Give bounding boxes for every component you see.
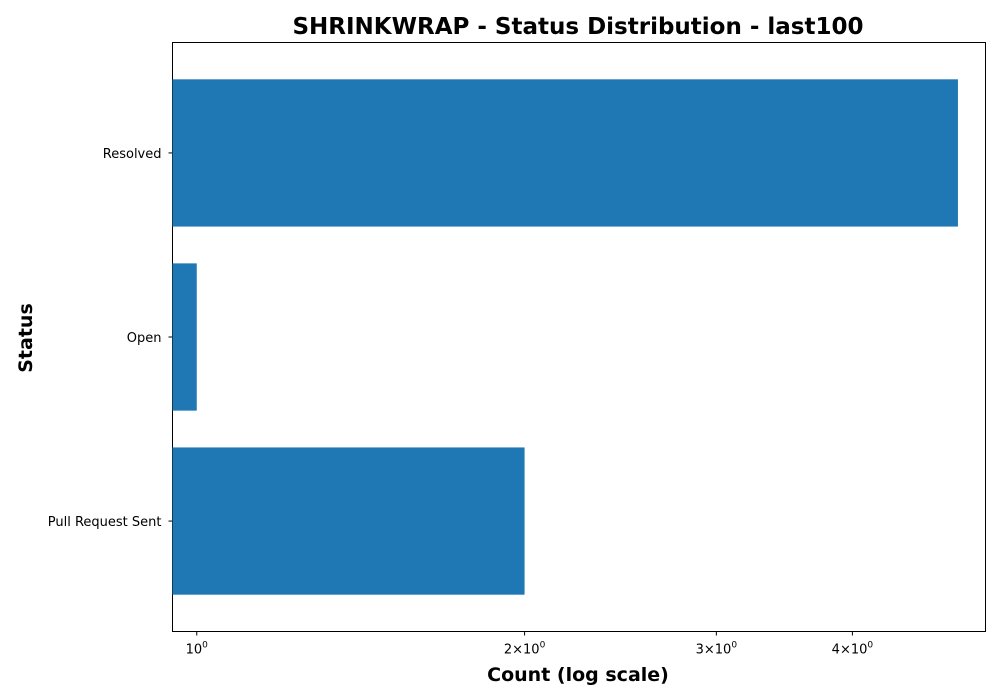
y-ticks: Resolved Open Pull Request Sent <box>48 147 173 530</box>
y-tick-label: Resolved <box>103 147 162 162</box>
x-ticks: 100 2×100 3×100 4×100 <box>186 631 874 658</box>
x-tick-label: 4×100 <box>832 641 874 658</box>
y-tick-label: Open <box>127 331 162 346</box>
y-tick-label: Pull Request Sent <box>48 515 162 530</box>
bar-resolved <box>172 79 958 227</box>
x-tick-label: 2×100 <box>504 641 546 658</box>
bar-open <box>172 263 197 411</box>
x-tick-label: 100 <box>186 641 209 658</box>
bars-layer <box>172 79 958 595</box>
bar-pull-request-sent <box>172 447 525 595</box>
x-tick-label: 3×100 <box>696 641 738 658</box>
chart-title: SHRINKWRAP - Status Distribution - last1… <box>292 14 863 40</box>
x-axis-label: Count (log scale) <box>487 664 669 686</box>
y-axis-label: Status <box>15 303 37 373</box>
